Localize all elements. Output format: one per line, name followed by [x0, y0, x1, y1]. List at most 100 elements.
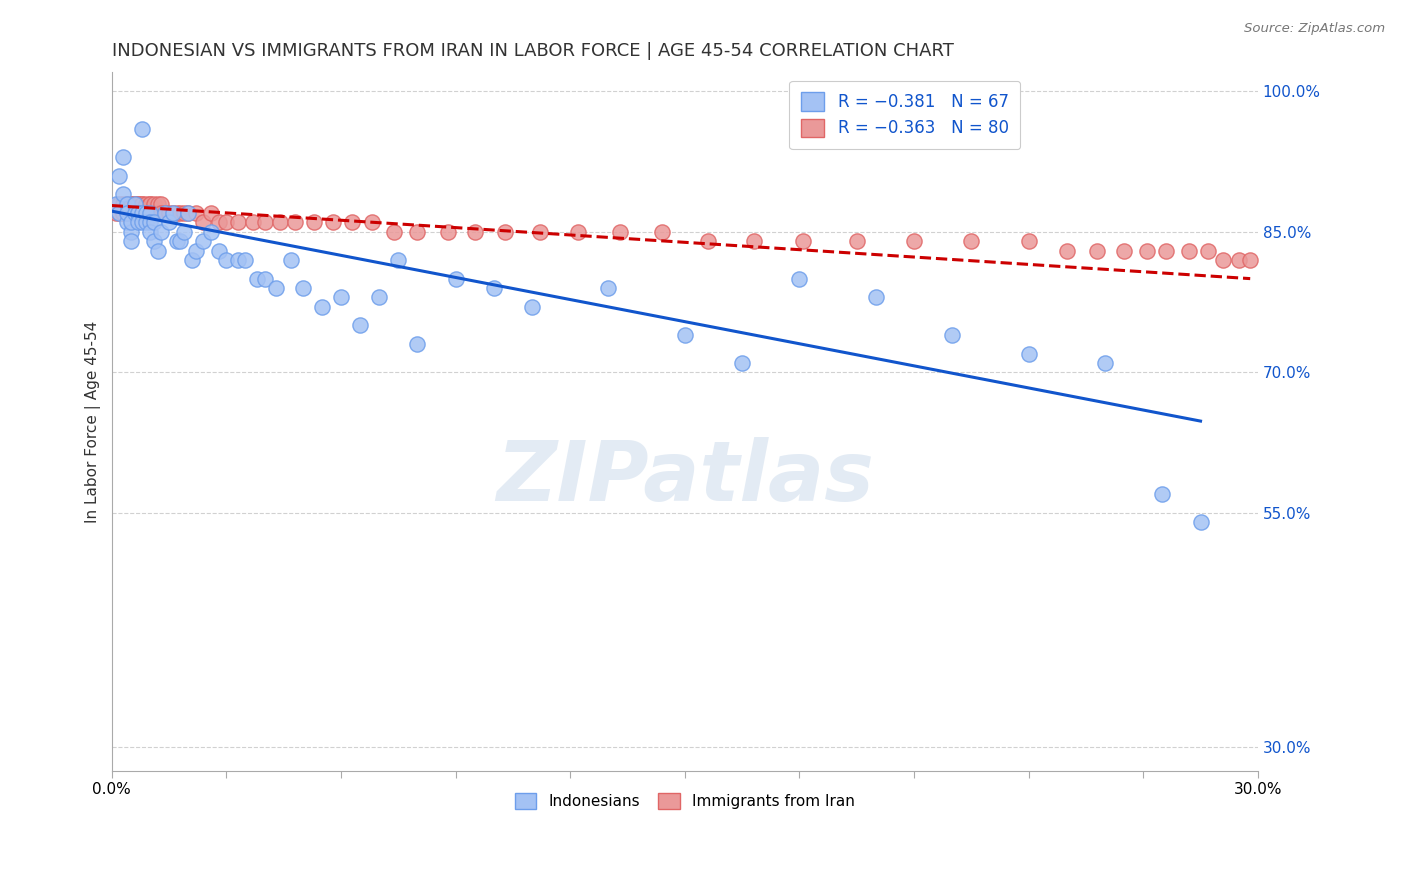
- Point: [482, 281, 505, 295]
- Point: [387, 252, 409, 267]
- Point: [120, 206, 142, 220]
- Text: INDONESIAN VS IMMIGRANTS FROM IRAN IN LABOR FORCE | AGE 45-54 CORRELATION CHART: INDONESIAN VS IMMIGRANTS FROM IRAN IN LA…: [111, 42, 953, 60]
- Point: [1018, 234, 1040, 248]
- Y-axis label: In Labor Force | Age 45-54: In Labor Force | Age 45-54: [86, 320, 101, 523]
- Point: [246, 271, 269, 285]
- Point: [1094, 356, 1116, 370]
- Point: [1239, 252, 1261, 267]
- Point: [181, 252, 204, 267]
- Point: [311, 300, 333, 314]
- Point: [127, 206, 149, 220]
- Point: [135, 206, 157, 220]
- Point: [494, 225, 516, 239]
- Point: [162, 206, 184, 220]
- Point: [1189, 516, 1212, 530]
- Point: [131, 206, 153, 220]
- Point: [139, 206, 162, 220]
- Point: [253, 271, 276, 285]
- Point: [845, 234, 868, 248]
- Point: [208, 244, 231, 258]
- Point: [960, 234, 983, 248]
- Point: [157, 215, 180, 229]
- Point: [146, 196, 169, 211]
- Point: [124, 196, 146, 211]
- Point: [200, 225, 222, 239]
- Point: [598, 281, 620, 295]
- Point: [169, 234, 191, 248]
- Point: [264, 281, 287, 295]
- Point: [131, 215, 153, 229]
- Point: [1154, 244, 1177, 258]
- Point: [139, 225, 162, 239]
- Point: [1114, 244, 1136, 258]
- Point: [139, 196, 162, 211]
- Point: [226, 215, 249, 229]
- Point: [146, 206, 169, 220]
- Point: [342, 215, 364, 229]
- Point: [789, 271, 811, 285]
- Point: [104, 196, 127, 211]
- Point: [215, 252, 238, 267]
- Point: [696, 234, 718, 248]
- Point: [115, 215, 138, 229]
- Point: [108, 206, 131, 220]
- Point: [150, 206, 173, 220]
- Point: [120, 215, 142, 229]
- Point: [166, 206, 188, 220]
- Point: [235, 252, 257, 267]
- Point: [1136, 244, 1159, 258]
- Point: [124, 196, 146, 211]
- Point: [177, 206, 200, 220]
- Point: [253, 215, 276, 229]
- Point: [177, 206, 200, 220]
- Point: [1152, 487, 1174, 501]
- Point: [153, 206, 176, 220]
- Point: [124, 206, 146, 220]
- Point: [437, 225, 460, 239]
- Point: [131, 121, 153, 136]
- Point: [157, 206, 180, 220]
- Point: [169, 206, 191, 220]
- Point: [127, 206, 149, 220]
- Point: [104, 206, 127, 220]
- Point: [120, 196, 142, 211]
- Point: [131, 196, 153, 211]
- Point: [903, 234, 925, 248]
- Point: [112, 196, 135, 211]
- Point: [406, 225, 429, 239]
- Point: [280, 252, 302, 267]
- Point: [112, 206, 135, 220]
- Point: [464, 225, 486, 239]
- Point: [1227, 252, 1250, 267]
- Point: [742, 234, 765, 248]
- Point: [1197, 244, 1219, 258]
- Point: [731, 356, 754, 370]
- Point: [284, 215, 307, 229]
- Point: [127, 196, 149, 211]
- Point: [1212, 252, 1234, 267]
- Point: [329, 290, 352, 304]
- Point: [127, 206, 149, 220]
- Point: [193, 215, 215, 229]
- Point: [291, 281, 314, 295]
- Point: [520, 300, 543, 314]
- Point: [108, 206, 131, 220]
- Point: [120, 196, 142, 211]
- Point: [124, 196, 146, 211]
- Text: Source: ZipAtlas.com: Source: ZipAtlas.com: [1244, 22, 1385, 36]
- Point: [112, 187, 135, 202]
- Point: [112, 206, 135, 220]
- Point: [1178, 244, 1201, 258]
- Point: [184, 206, 207, 220]
- Point: [208, 215, 231, 229]
- Point: [135, 206, 157, 220]
- Point: [139, 215, 162, 229]
- Point: [108, 196, 131, 211]
- Point: [651, 225, 673, 239]
- Point: [242, 215, 264, 229]
- Point: [166, 234, 188, 248]
- Point: [108, 169, 131, 183]
- Point: [673, 327, 696, 342]
- Point: [609, 225, 631, 239]
- Point: [115, 196, 138, 211]
